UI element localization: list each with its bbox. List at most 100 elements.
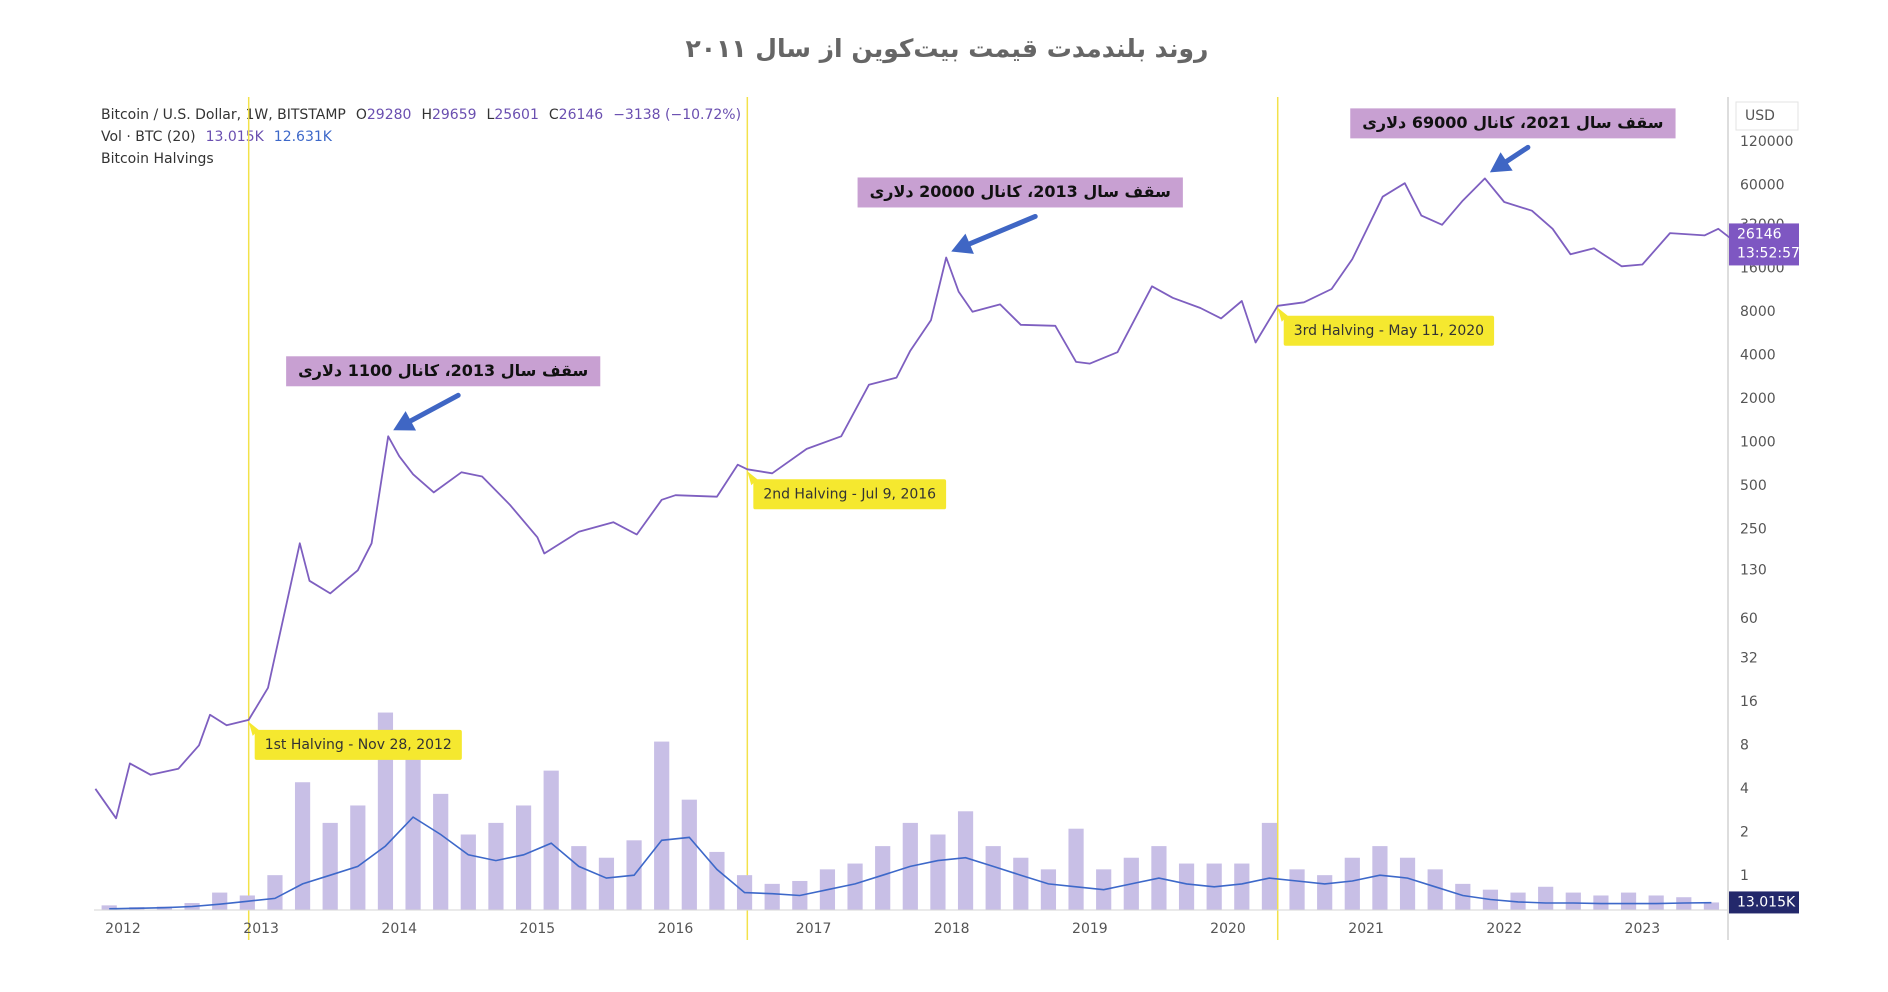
price-tag-value: 26146	[1737, 226, 1782, 242]
volume-bar	[1289, 869, 1305, 910]
annotation-arrow-head	[951, 233, 974, 254]
y-tick-label: 8	[1740, 737, 1749, 753]
x-tick-label: 2023	[1625, 921, 1661, 937]
halving-label: 2nd Halving - Jul 9, 2016	[747, 471, 947, 510]
y-tick-label: 60	[1740, 611, 1758, 627]
volume-bar	[1372, 846, 1388, 910]
annotation-box	[286, 356, 601, 387]
volume-bar	[1565, 892, 1581, 910]
y-tick-label: 120000	[1740, 134, 1793, 150]
y-tick-label: 60000	[1740, 177, 1785, 193]
halving-label: 3rd Halving - May 11, 2020	[1277, 307, 1495, 346]
annotation-arrow-head	[393, 411, 417, 431]
volume-bar	[1593, 895, 1609, 910]
annotation-text: سقف سال 2013، کانال 1100 دلاری	[298, 361, 588, 380]
volume-bar	[1648, 895, 1664, 910]
volume-bar	[488, 822, 504, 910]
y-tick-label: 32	[1740, 650, 1758, 666]
halving-label-box	[1283, 315, 1495, 346]
volume-bar	[350, 805, 366, 910]
y-tick-label: 500	[1740, 478, 1767, 494]
volume-bar	[985, 846, 1001, 910]
y-tick-label: 8000	[1740, 304, 1776, 320]
x-tick-label: 2016	[658, 921, 694, 937]
halving-label-text: 3rd Halving - May 11, 2020	[1294, 323, 1484, 339]
volume-tag	[1729, 891, 1799, 914]
annotation: سقف سال 2013، کانال 20000 دلاری	[857, 177, 1183, 254]
volume-bar	[875, 846, 891, 910]
ohlc-key: L	[487, 107, 495, 123]
volume-bar	[405, 759, 421, 910]
volume-bar	[1620, 892, 1637, 910]
ohlc-key: C	[549, 107, 559, 123]
volume-bar	[1013, 857, 1029, 910]
volume-bar	[654, 741, 670, 910]
x-tick-label: 2019	[1072, 921, 1108, 937]
volume-bar	[764, 883, 780, 910]
annotation-text: سقف سال 2021، کانال 69000 دلاری	[1362, 113, 1663, 132]
ohlc-value: 29280	[367, 107, 412, 123]
halving-label-box	[254, 729, 462, 760]
x-tick-label: 2014	[381, 921, 417, 937]
volume-bar	[515, 805, 532, 910]
volume-ma-line	[109, 816, 1712, 910]
x-tick-label: 2012	[105, 921, 141, 937]
indicator-label: Bitcoin Halvings	[101, 151, 214, 167]
volume-bar	[957, 811, 974, 910]
halving-label-box	[753, 479, 947, 510]
volume-bar	[377, 712, 394, 910]
change-value: −3138 (−10.72%)	[613, 107, 741, 123]
volume-bar	[1234, 863, 1250, 910]
ohlc-key: O	[356, 107, 367, 123]
y-tick-label: 16	[1740, 694, 1758, 710]
currency-label: USD	[1745, 108, 1775, 124]
volume-bar	[681, 799, 697, 910]
volume-bar	[1703, 902, 1720, 910]
y-tick-label: 130	[1740, 562, 1767, 578]
x-tick-label: 2021	[1348, 921, 1384, 937]
annotation-arrow	[408, 392, 461, 424]
halving-label-text: 1st Halving - Nov 28, 2012	[265, 737, 452, 753]
x-tick-label: 2018	[934, 921, 970, 937]
y-tick-label: 2000	[1740, 391, 1776, 407]
halving-label: 1st Halving - Nov 28, 2012	[248, 721, 462, 760]
annotation-arrow	[967, 213, 1038, 247]
ohlc-value: 29659	[432, 107, 477, 123]
symbol-label: Bitcoin / U.S. Dollar, 1W, BITSTAMP	[101, 107, 346, 123]
price-line	[94, 177, 1730, 820]
ohlc-key: H	[421, 107, 432, 123]
halving-label-text: 2nd Halving - Jul 9, 2016	[763, 486, 936, 502]
y-tick-label: 1000	[1740, 434, 1776, 450]
volume-legend-value: 12.631K	[274, 129, 333, 145]
volume-bar	[294, 782, 311, 910]
volume-legend: Vol · BTC (20)	[101, 129, 196, 145]
volume-bar	[433, 793, 449, 910]
annotation: سقف سال 2021، کانال 69000 دلاری	[1350, 108, 1676, 173]
volume-bar	[267, 875, 283, 910]
volume-tag-value: 13.015K	[1737, 894, 1796, 910]
annotation-box	[857, 177, 1183, 208]
annotation-box	[1350, 108, 1676, 139]
volume-bar	[1317, 875, 1333, 910]
volume-bar	[1344, 857, 1360, 910]
ohlc-value: 26146	[559, 107, 604, 123]
x-tick-label: 2017	[796, 921, 832, 937]
volume-bar	[847, 863, 863, 910]
annotation-text: سقف سال 2013، کانال 20000 دلاری	[870, 182, 1171, 201]
x-tick-label: 2015	[520, 921, 556, 937]
y-tick-label: 1	[1740, 868, 1749, 884]
x-tick-label: 2013	[243, 921, 279, 937]
volume-bar	[543, 770, 559, 910]
volume-bar	[1040, 869, 1057, 910]
annotation: سقف سال 2013، کانال 1100 دلاری	[286, 356, 601, 431]
volume-bar	[709, 851, 725, 910]
volume-bar	[1261, 822, 1278, 910]
volume-bar	[571, 846, 587, 910]
annotation-arrow-head	[1489, 152, 1513, 173]
volume-legend-value: 13.015K	[206, 129, 265, 145]
x-tick-label: 2020	[1210, 921, 1246, 937]
y-tick-label: 2	[1740, 824, 1749, 840]
y-tick-label: 250	[1740, 521, 1767, 537]
volume-bar	[1455, 883, 1471, 910]
